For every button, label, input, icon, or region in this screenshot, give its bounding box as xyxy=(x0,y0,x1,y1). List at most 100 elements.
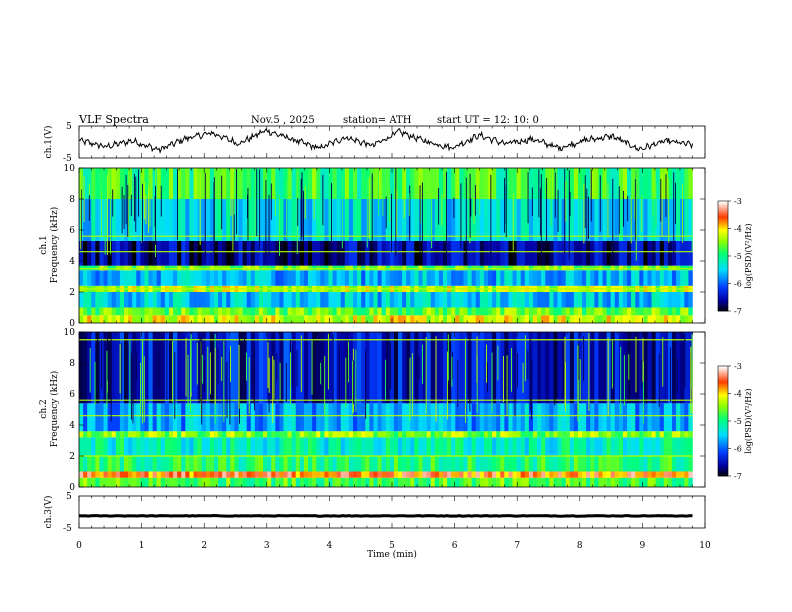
spectrogram-cell xyxy=(512,456,517,472)
spectrogram-cell xyxy=(79,403,84,432)
spectrogram-cell xyxy=(631,199,636,241)
spectrogram-cell xyxy=(549,456,554,472)
spectrogram-cell xyxy=(565,168,571,199)
spectrogram-cell xyxy=(676,332,681,404)
spectrogram-cell xyxy=(577,265,583,271)
spectrogram-cell xyxy=(586,270,591,286)
spectrogram-cell xyxy=(639,265,644,271)
spectrogram-cell xyxy=(189,270,194,286)
spectrogram-cell xyxy=(492,270,497,286)
spectrogram-cell xyxy=(586,315,591,323)
spectrogram-cell xyxy=(434,437,440,456)
spectrogram-cell xyxy=(639,456,644,472)
spectrogram-cell xyxy=(622,471,628,478)
spectrogram-cell xyxy=(606,292,611,308)
spectrogram-cell xyxy=(516,471,522,478)
spectrogram-cell xyxy=(381,168,387,199)
spectrogram-cell xyxy=(643,199,648,241)
spectrogram-cell xyxy=(291,315,297,323)
spectrogram-cell xyxy=(353,240,358,266)
spectrogram-cell xyxy=(680,315,685,323)
spectrogram-cell xyxy=(365,437,370,456)
spectrogram-cell xyxy=(87,307,92,316)
x-tick-label: 1 xyxy=(139,541,145,551)
spectrogram-cell xyxy=(500,431,505,438)
colorbar-segment xyxy=(718,305,728,308)
spectrogram-cell xyxy=(107,403,113,432)
spectrogram-cell xyxy=(230,437,235,456)
spectrogram-cell xyxy=(173,477,178,487)
ch2-colorbar-label: log(PSD)(V²/Hz) xyxy=(744,388,753,453)
spectrogram-cell xyxy=(479,240,485,266)
spectrogram-cell xyxy=(606,403,611,432)
spectrogram-cell xyxy=(83,471,88,478)
spectrogram-cell xyxy=(320,307,325,316)
spectrogram-cell xyxy=(426,332,432,404)
spectrogram-cell xyxy=(344,199,350,241)
spectrogram-cell xyxy=(263,240,268,266)
spectrogram-cell xyxy=(496,265,501,271)
spectrogram-cell xyxy=(238,403,243,432)
spectrogram-cell xyxy=(667,307,673,316)
colorbar-segment xyxy=(718,306,728,309)
spectrogram-cell xyxy=(594,477,599,487)
colorbar-segment xyxy=(718,231,728,233)
spectrogram-cell xyxy=(402,403,407,432)
spectrogram-cell xyxy=(320,315,325,323)
spectrogram-cell xyxy=(107,477,113,487)
spectrogram-cell xyxy=(586,292,591,308)
spectrogram-cell xyxy=(348,403,354,432)
spectrogram-cell xyxy=(500,332,505,404)
spectrogram-cell xyxy=(402,292,407,308)
spectrogram-cell xyxy=(283,240,288,266)
spectrogram-cell xyxy=(136,199,141,241)
spectrogram-cell xyxy=(340,168,346,199)
spectrogram-cell xyxy=(340,199,346,241)
spectrogram-cell xyxy=(618,315,624,323)
spectrogram-cell xyxy=(156,437,162,456)
spectrogram-cell xyxy=(684,199,689,241)
spectrogram-cell xyxy=(659,471,665,478)
spectrogram-cell xyxy=(209,431,215,438)
spectrogram-cell xyxy=(295,456,301,472)
spectrogram-cell xyxy=(688,315,693,323)
spectrogram-cell xyxy=(508,403,513,432)
spectrogram-cell xyxy=(447,471,452,478)
spectrogram-cell xyxy=(451,477,456,487)
spectrogram-cell xyxy=(426,403,432,432)
spectrogram-cell xyxy=(173,471,178,478)
spectrogram-cell xyxy=(426,437,432,456)
colorbar-segment xyxy=(718,392,728,394)
spectrogram-cell xyxy=(91,307,96,316)
spectrogram-cell xyxy=(324,307,329,316)
spectrogram-cell xyxy=(627,265,632,271)
spectrogram-cell xyxy=(348,240,354,266)
colorbar-segment xyxy=(718,264,728,266)
spectrogram-cell xyxy=(320,456,325,472)
spectrogram-cell xyxy=(271,456,276,472)
spectrogram-cell xyxy=(684,477,689,487)
spectrogram-cell xyxy=(246,307,252,316)
spectrogram-cell xyxy=(451,437,456,456)
spectrogram-cell xyxy=(459,471,464,478)
spectrogram-cell xyxy=(487,332,493,404)
spectrogram-cell xyxy=(107,332,113,404)
spectrogram-cell xyxy=(299,265,305,271)
spectrogram-cell xyxy=(336,168,342,199)
colorbar-segment xyxy=(718,261,728,264)
spectrogram-cell xyxy=(344,437,350,456)
spectrogram-cell xyxy=(95,403,100,432)
spectrogram-cell xyxy=(422,477,427,487)
spectrogram-cell xyxy=(365,477,370,487)
spectrogram-cell xyxy=(614,332,620,404)
spectrogram-cell xyxy=(123,265,129,271)
spectrogram-cell xyxy=(443,270,448,286)
spectrogram-cell xyxy=(87,240,92,266)
spectrogram-cell xyxy=(602,403,607,432)
spectrogram-cell xyxy=(532,332,538,404)
spectrogram-cell xyxy=(655,437,661,456)
spectrogram-cell xyxy=(267,292,272,308)
spectrogram-cell xyxy=(385,403,391,432)
spectrogram-cell xyxy=(561,240,566,266)
